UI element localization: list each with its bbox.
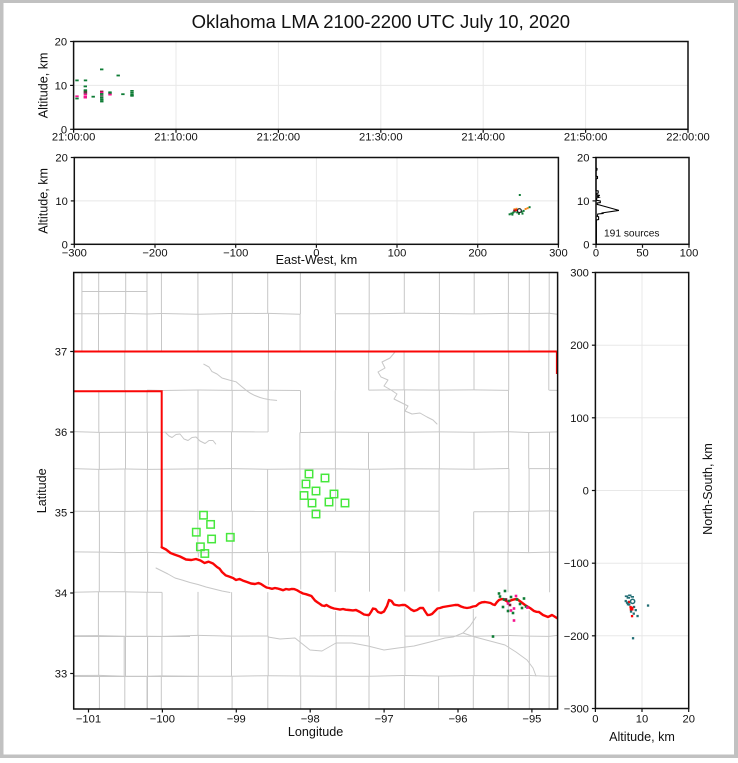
svg-text:36: 36	[55, 427, 67, 439]
svg-text:21:40:00: 21:40:00	[461, 132, 505, 144]
svg-text:200: 200	[468, 248, 487, 260]
svg-text:50: 50	[636, 248, 648, 260]
svg-text:10: 10	[55, 196, 67, 208]
svg-text:0: 0	[592, 714, 598, 726]
svg-text:191 sources: 191 sources	[604, 229, 660, 240]
svg-text:33: 33	[55, 669, 67, 681]
svg-text:100: 100	[570, 413, 589, 425]
svg-text:10: 10	[636, 714, 648, 726]
svg-text:100: 100	[388, 248, 407, 260]
svg-text:0: 0	[62, 239, 68, 251]
svg-text:North-South, km: North-South, km	[701, 443, 715, 535]
svg-text:−300: −300	[564, 704, 589, 716]
svg-text:300: 300	[570, 268, 589, 280]
svg-text:−95: −95	[522, 714, 541, 726]
svg-text:0: 0	[61, 124, 67, 136]
svg-text:20: 20	[55, 153, 67, 165]
svg-text:100: 100	[680, 248, 699, 260]
svg-text:22:00:00: 22:00:00	[666, 132, 710, 144]
svg-text:−96: −96	[449, 714, 468, 726]
svg-text:21:10:00: 21:10:00	[154, 132, 198, 144]
svg-text:10: 10	[55, 80, 67, 92]
svg-text:10: 10	[577, 196, 589, 208]
svg-text:21:20:00: 21:20:00	[257, 132, 301, 144]
svg-text:21:00:00: 21:00:00	[52, 132, 96, 144]
svg-text:−98: −98	[301, 714, 320, 726]
svg-text:200: 200	[570, 340, 589, 352]
svg-text:−200: −200	[564, 631, 589, 643]
svg-text:Altitude, km: Altitude, km	[36, 53, 50, 119]
svg-text:Longitude: Longitude	[288, 725, 343, 739]
svg-text:0: 0	[583, 239, 589, 251]
svg-text:35: 35	[55, 508, 67, 520]
svg-text:20: 20	[577, 153, 589, 165]
svg-text:21:50:00: 21:50:00	[564, 132, 608, 144]
svg-text:−200: −200	[142, 248, 167, 260]
svg-text:0: 0	[583, 486, 589, 498]
svg-text:34: 34	[55, 588, 67, 600]
svg-text:20: 20	[55, 37, 67, 49]
svg-text:−101: −101	[76, 714, 101, 726]
svg-text:−97: −97	[375, 714, 394, 726]
svg-text:0: 0	[593, 248, 599, 260]
svg-text:20: 20	[682, 714, 694, 726]
svg-text:37: 37	[55, 347, 67, 359]
svg-text:Latitude: Latitude	[35, 468, 49, 513]
svg-text:East-West, km: East-West, km	[276, 253, 358, 267]
svg-text:Altitude, km: Altitude, km	[609, 730, 675, 744]
svg-text:−100: −100	[223, 248, 248, 260]
svg-text:−100: −100	[150, 714, 175, 726]
svg-text:Altitude, km: Altitude, km	[36, 168, 50, 234]
svg-text:300: 300	[549, 248, 568, 260]
svg-text:Oklahoma LMA 2100-2200 UTC Jul: Oklahoma LMA 2100-2200 UTC July 10, 2020	[192, 11, 570, 32]
svg-text:−100: −100	[564, 558, 589, 570]
svg-text:21:30:00: 21:30:00	[359, 132, 403, 144]
svg-text:−99: −99	[227, 714, 246, 726]
